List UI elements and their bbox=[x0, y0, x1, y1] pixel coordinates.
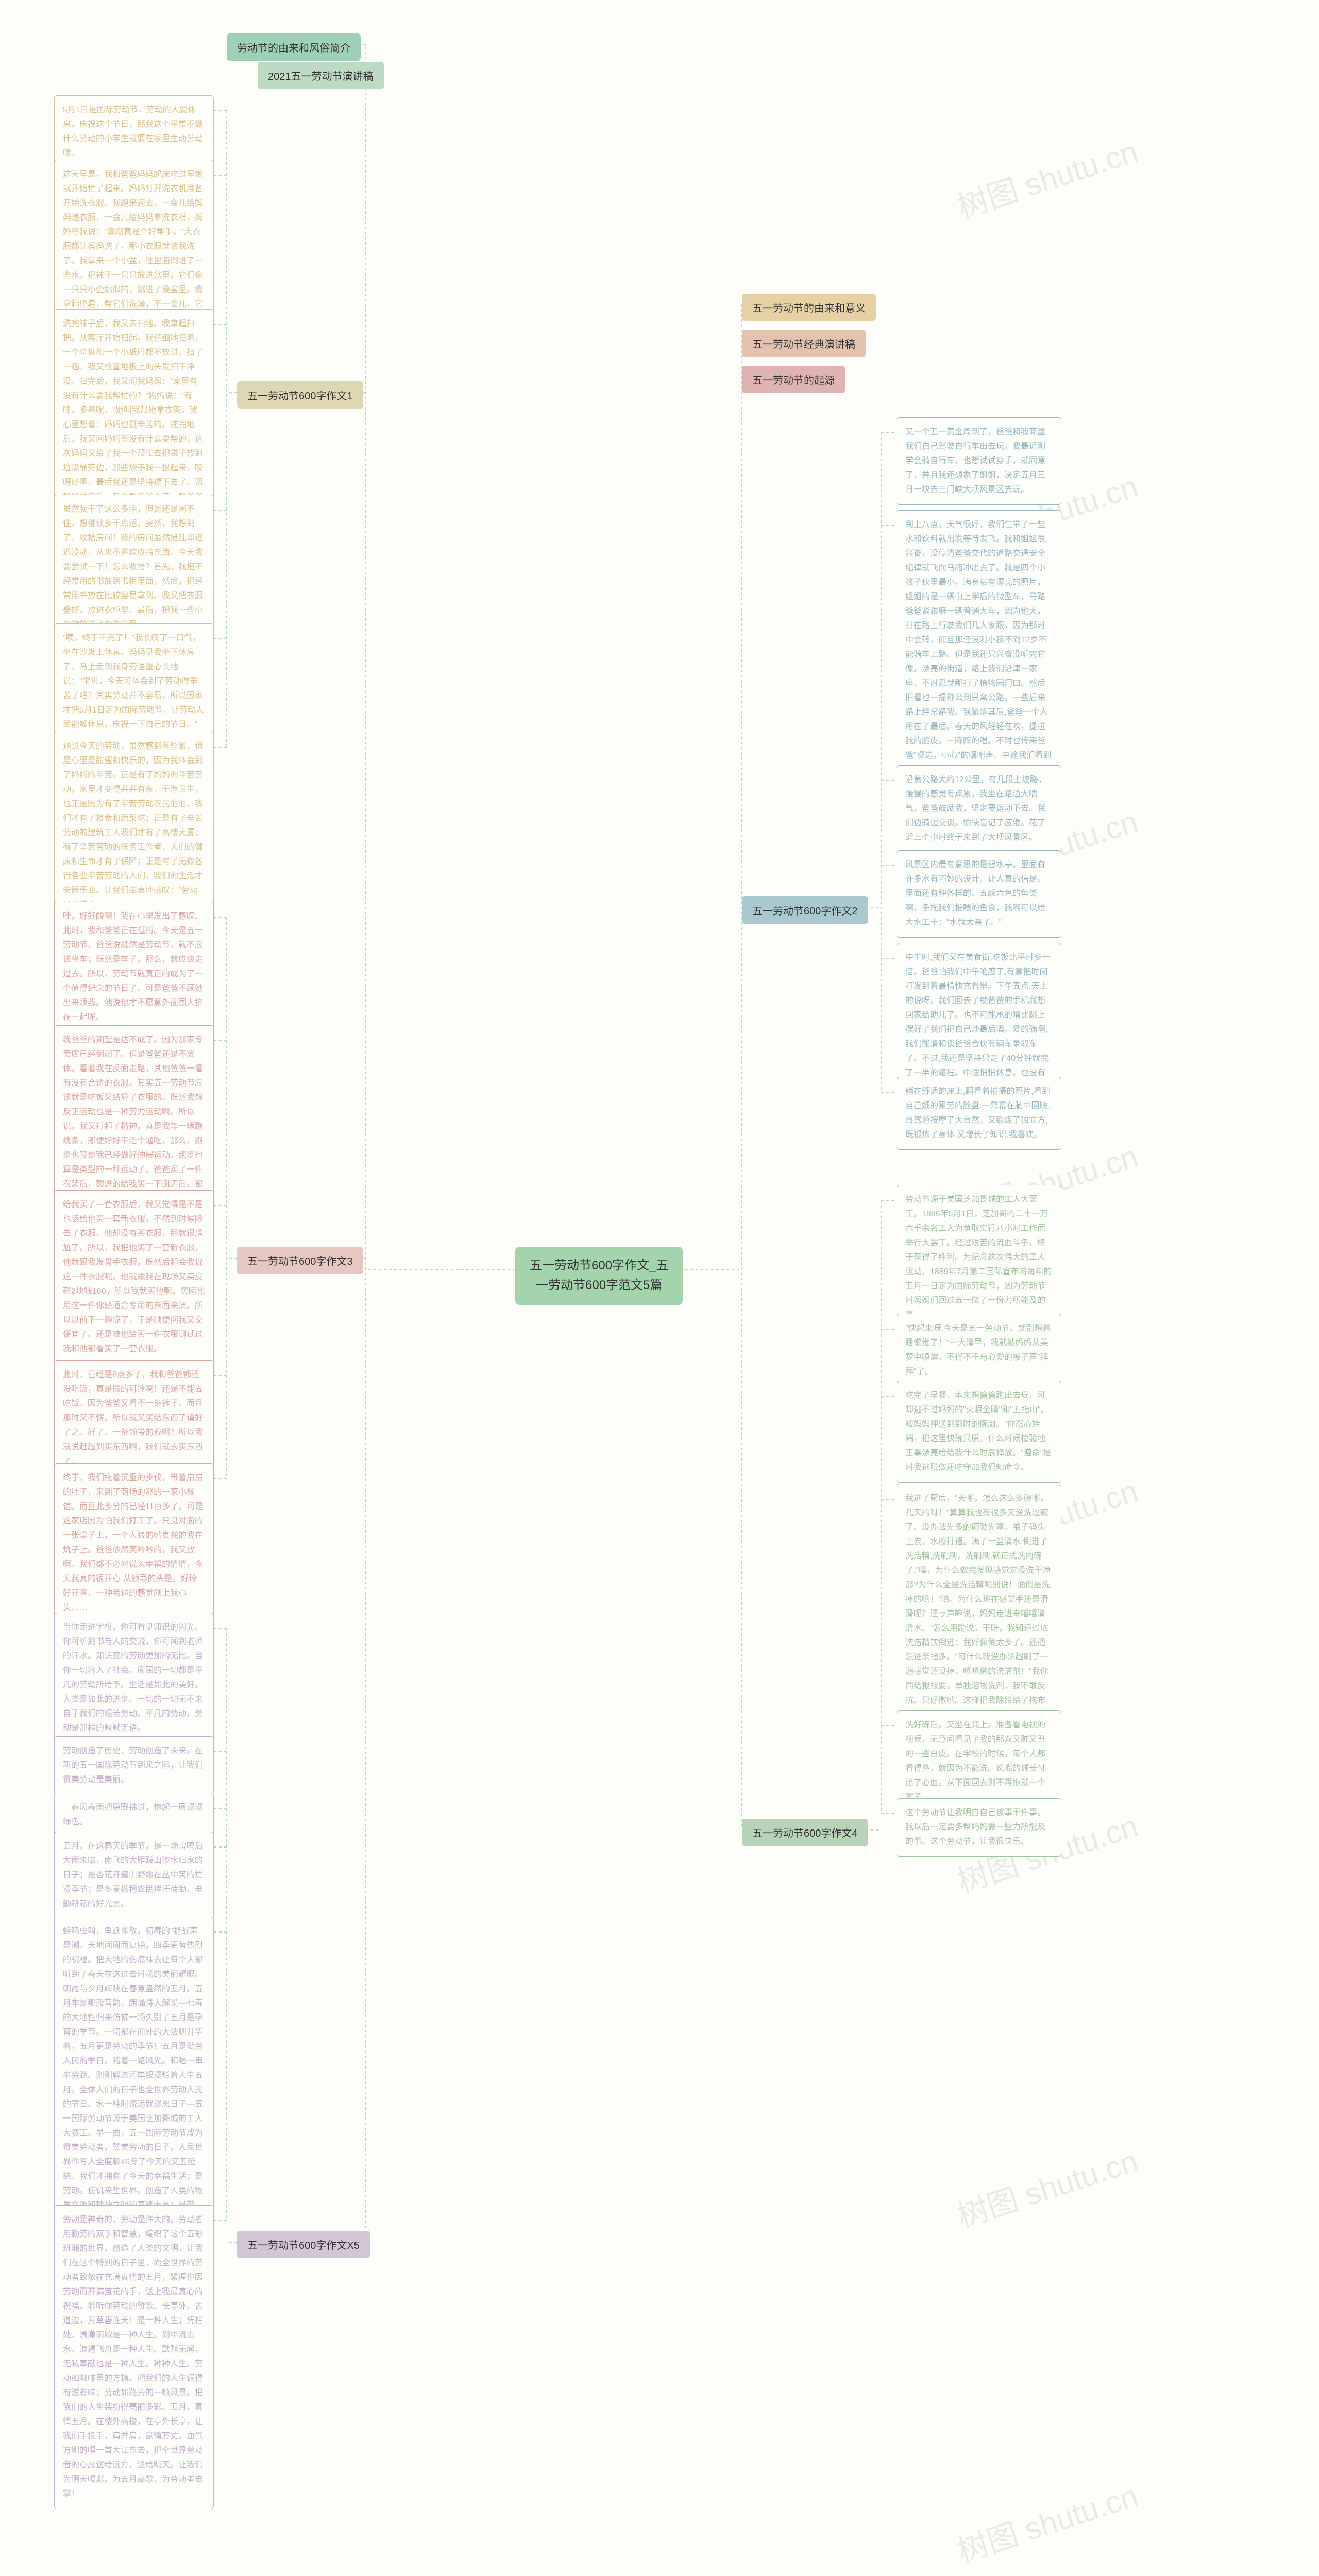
watermark: 树图 shutu.cn bbox=[951, 127, 1143, 227]
leaf-essayX5-3: 五月，在这春天的季节，是一场雷鸣后大雨来临，南飞的大雁跋山涉水归家的日子；是杏花… bbox=[54, 1832, 214, 1919]
leaf-essay1-3: 虽然我干了这么多活，但是还是闲不住，想继续多干点活。突然，我想到了，收拾房间！我… bbox=[54, 495, 214, 640]
leaf-essay3-4: 终于，我们拖着沉重的步伐，带着扁扁的肚子，来到了商场的那的一家小餐馆。而且此多分… bbox=[54, 1463, 214, 1623]
leaf-essay2-2: 沿黄公路大约12公里，有几段上坡路，慢慢的感觉有点累，我坐在路边大喘气，爸爸鼓励… bbox=[897, 765, 1061, 853]
branch-essay3: 五一劳动节600字作文3 bbox=[237, 1247, 363, 1274]
branch-essayX5: 五一劳动节600字作文X5 bbox=[237, 2231, 370, 2258]
branch-classic_speech: 五一劳动节经典演讲稿 bbox=[742, 330, 866, 357]
leaf-essay1-1: 这天早晨，我和爸爸妈妈起床吃过早饭就开始忙了起来。妈妈打开洗衣机准备开始洗衣服。… bbox=[54, 160, 214, 334]
leaf-essay4-1: "快起来呀,今天是五一劳动节，就别想着睡懒觉了！"一大清早，我就被妈妈从美梦中唤… bbox=[897, 1314, 1061, 1387]
leaf-essay3-0: 哇，好好酸啊！我在心里发出了感叹。此时，我和爸爸正在逛街。今天是五一劳动节，爸爸… bbox=[54, 902, 214, 1032]
branch-origin: 五一劳动节的起源 bbox=[742, 366, 845, 393]
watermark: 树图 shutu.cn bbox=[951, 2471, 1143, 2571]
leaf-essay4-4: 洗好碗后。又坐在凳上。准备看电视的视候，无意间看见了我的那双又脏又丑的一些白皮。… bbox=[897, 1710, 1061, 1812]
branch-origin_meaning: 五一劳动节的由来和意义 bbox=[742, 294, 876, 321]
branch-speech2021: 2021五一劳动节演讲稿 bbox=[258, 62, 384, 89]
center-node: 五一劳动节600字作文_五 一劳动节600字范文5篇 bbox=[515, 1247, 683, 1305]
leaf-essayX5-2: 春风春雨把原野拂过，惊起一层漫漫绿色。 bbox=[54, 1793, 214, 1837]
leaf-essay4-0: 劳动节源于美国芝加哥城的工人大罢工。1886年5月1日，芝加哥的二十一万六千余名… bbox=[897, 1185, 1061, 1330]
branch-essay2: 五一劳动节600字作文2 bbox=[742, 896, 868, 924]
leaf-essay4-2: 吃完了早餐，本来想偷偷跑出去玩，可却逃不过妈妈的"火眼金睛"和"五指山"。被妈妈… bbox=[897, 1381, 1061, 1483]
leaf-essay1-4: "咦，终于干完了！"我长叹了一口气，坐在沙发上休息。妈妈见我坐下休息了，马上走到… bbox=[54, 623, 214, 740]
leaf-essay4-5: 这个劳动节让我明白自己该事干件事。我以后一定要多帮妈妈做一些力所能及的事。这个劳… bbox=[897, 1798, 1061, 1857]
leaf-essay2-5: 躺在舒适的床上,翻看着拍摄的照片,看到自己娥的累劳的脸盘.一幕幕在脑中回映,自驾… bbox=[897, 1077, 1061, 1150]
branch-essay4: 五一劳动节600字作文4 bbox=[742, 1819, 868, 1846]
leaf-essay2-3: 风景区内最有意思的是碧水亭。里面有许多水有巧妙的设计，让人真的信是。里面还有种各… bbox=[897, 850, 1061, 938]
watermark: 树图 shutu.cn bbox=[951, 2136, 1143, 2236]
leaf-essay3-3: 此时，已经是8点多了，我和爸爸都还没吃饭，真是辰的可怜啊！还是不能去吃饭。因为爸… bbox=[54, 1360, 214, 1477]
branch-intro: 劳动节的由来和风俗简介 bbox=[227, 33, 361, 61]
leaf-essayX5-0: 当你走进学校，你可看见知识的闪光。你可听到书与人的交流，你可闻到老师的汗水。知识… bbox=[54, 1613, 214, 1743]
leaf-essayX5-5: 劳动是神奇的，劳动是伟大的。劳动者用勤劳的双手和智慧，编织了这个五彩班斓的世界，… bbox=[54, 2205, 214, 2509]
leaf-essay4-3: 我进了厨房，"天哪，怎么这么多碗哪，几天的呀！"算算我也有很多天没洗过碗了。没办… bbox=[897, 1484, 1061, 1744]
leaf-essay3-2: 给我买了一套衣服后，我又觉得是不是也该给他买一套新衣服。不然到时候除去了衣服，他… bbox=[54, 1190, 214, 1364]
leaf-essayX5-1: 劳动创造了历史，劳动创造了未来。在新的五一国际劳动节到来之际，让我们赞美劳动最美… bbox=[54, 1736, 214, 1795]
leaf-essay1-5: 通过今天的劳动，虽然感到有些累，但是心里是甜蜜和快乐的。因为我体会到了妈妈的辛苦… bbox=[54, 732, 214, 920]
branch-essay1: 五一劳动节600字作文1 bbox=[237, 381, 363, 409]
leaf-essay1-0: 5月1日是国际劳动节，劳动的人要休息，庆祝这个节日，那我这个平常不做什么劳动的小… bbox=[54, 95, 214, 168]
leaf-essay2-0: 又一个五一黄金周到了，爸爸和我商量我们自己驾驶自行车出去玩。我最近刚学会骑自行车… bbox=[897, 417, 1061, 505]
